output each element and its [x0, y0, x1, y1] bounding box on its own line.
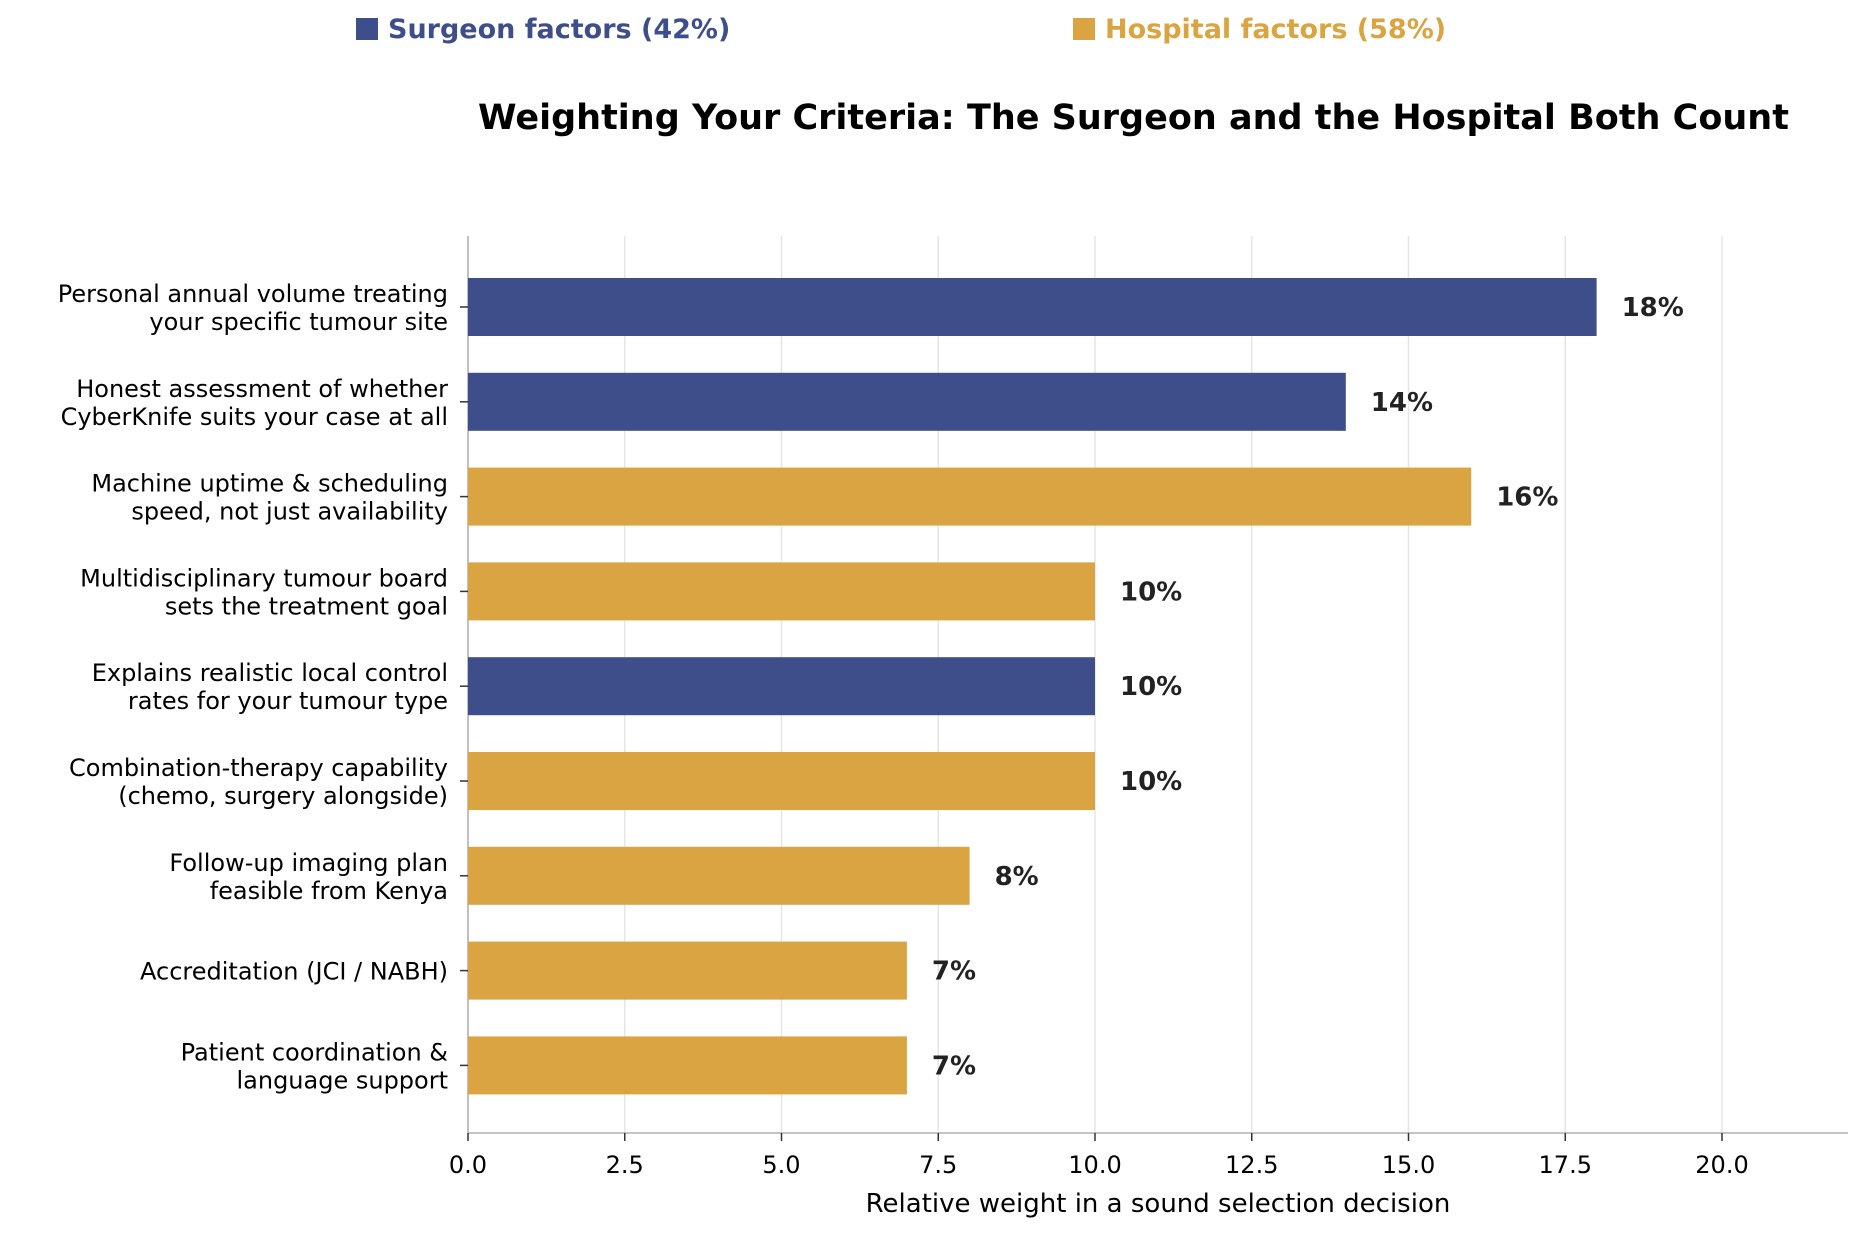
- bar: [468, 657, 1095, 716]
- category-label: Personal annual volume treating your spec…: [58, 280, 448, 336]
- bar-value-label: 14%: [1371, 388, 1433, 418]
- category-label-line: language support: [236, 1066, 448, 1094]
- category-label: Patient coordination & language support: [181, 1038, 448, 1094]
- x-tick-label: 0.0: [449, 1151, 487, 1179]
- x-tick-label: 10.0: [1068, 1151, 1121, 1179]
- x-tick-label: 17.5: [1539, 1151, 1592, 1179]
- bar-value-label: 18%: [1622, 293, 1684, 323]
- category-label-line: sets the treatment goal: [165, 592, 448, 620]
- category-label: Explains realistic local control rates fo…: [92, 659, 448, 715]
- category-label-line: Honest assessment of whether: [76, 375, 448, 403]
- bar: [468, 467, 1472, 526]
- bar-value-label: 10%: [1120, 672, 1182, 702]
- bar-value-label: 10%: [1120, 767, 1182, 797]
- bar-value-label: 7%: [932, 957, 976, 987]
- category-label-line: Personal annual volume treating: [58, 280, 448, 308]
- legend-surgeon-swatch: [356, 18, 378, 40]
- category-label: Machine uptime & scheduling speed, not ju…: [91, 470, 448, 526]
- category-label-line: Follow-up imaging plan: [169, 849, 448, 877]
- legend-hospital: Hospital factors (58%): [1073, 14, 1446, 45]
- category-label-line: feasible from Kenya: [210, 877, 448, 905]
- bar: [468, 372, 1346, 431]
- category-label-line: Machine uptime & scheduling: [91, 470, 448, 498]
- bar: [468, 941, 907, 1000]
- category-label-line: rates for your tumour type: [128, 687, 448, 715]
- bar: [468, 562, 1095, 621]
- bar: [468, 846, 970, 905]
- x-axis-label: Relative weight in a sound selection dec…: [866, 1189, 1451, 1219]
- category-label-line: (chemo, surgery alongside): [118, 782, 448, 810]
- category-label-line: Accreditation (JCI / NABH): [140, 958, 448, 986]
- bar-value-label: 10%: [1120, 577, 1182, 607]
- category-label-line: CyberKnife suits your case at all: [61, 403, 448, 431]
- bar-value-label: 7%: [932, 1051, 976, 1081]
- category-label: Honest assessment of whether CyberKnife s…: [61, 375, 449, 431]
- category-label-line: Patient coordination &: [181, 1038, 448, 1066]
- x-tick-label: 2.5: [606, 1151, 644, 1179]
- chart-title: Weighting Your Criteria: The Surgeon and…: [478, 98, 1789, 138]
- bar: [468, 1036, 907, 1095]
- category-label-line: speed, not just availability: [131, 498, 448, 526]
- category-label-line: Multidisciplinary tumour board: [80, 564, 448, 592]
- x-tick-label: 20.0: [1695, 1151, 1748, 1179]
- category-label: Combination-therapy capability (chemo, su…: [69, 754, 448, 810]
- x-tick-label: 7.5: [919, 1151, 957, 1179]
- x-tick-label: 15.0: [1382, 1151, 1435, 1179]
- category-label-line: Explains realistic local control: [92, 659, 448, 687]
- category-label-line: your specific tumour site: [149, 308, 448, 336]
- legend-surgeon: Surgeon factors (42%): [356, 14, 730, 45]
- bar-value-label: 8%: [995, 862, 1039, 892]
- category-label: Multidisciplinary tumour board sets the t…: [80, 564, 448, 620]
- category-label: Accreditation (JCI / NABH): [140, 958, 448, 986]
- legend-hospital-swatch: [1073, 18, 1095, 40]
- category-label-line: Combination-therapy capability: [69, 754, 448, 782]
- legend-hospital-label: Hospital factors (58%): [1105, 14, 1447, 45]
- x-tick-label: 5.0: [762, 1151, 800, 1179]
- bar-value-label: 16%: [1496, 483, 1558, 513]
- bar: [468, 278, 1597, 336]
- bar: [468, 752, 1095, 810]
- x-tick-label: 12.5: [1225, 1151, 1278, 1179]
- legend-surgeon-label: Surgeon factors (42%): [388, 14, 731, 45]
- category-label: Follow-up imaging plan feasible from Keny…: [169, 849, 448, 905]
